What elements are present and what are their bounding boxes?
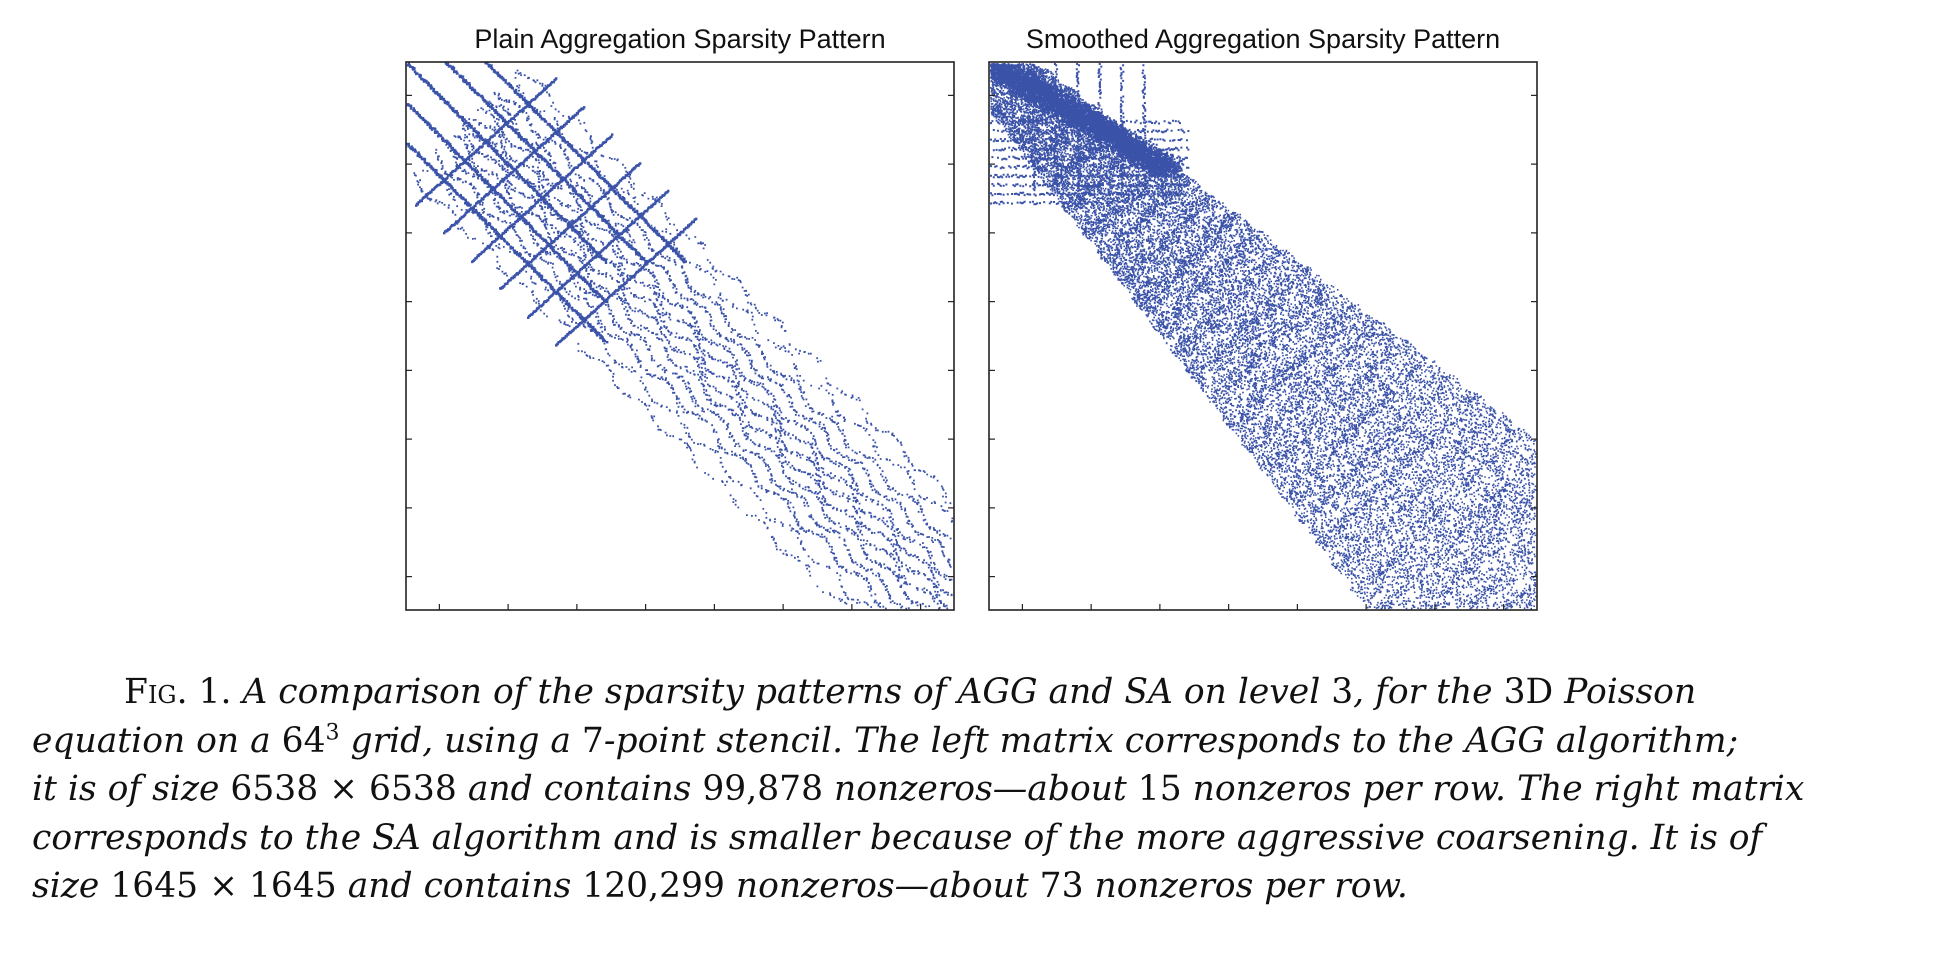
caption-number: 7 — [581, 720, 604, 761]
caption-label: Fig. 1. — [124, 672, 232, 712]
plot-frame — [988, 61, 1538, 611]
caption-superscript: 3 — [325, 720, 340, 745]
caption-number: 3 — [1331, 672, 1354, 712]
caption-number: 99,878 — [702, 769, 824, 809]
caption-line-2: equation on a 643 grid, using a 7-point … — [32, 717, 1914, 766]
sparsity-dense-band — [406, 62, 698, 347]
caption-text: nonzeros—about — [834, 769, 1127, 809]
caption-line-5: size 1645 × 1645 and contains 120,299 no… — [32, 862, 1914, 911]
figure-caption: Fig. 1. A comparison of the sparsity pat… — [32, 668, 1914, 911]
caption-text: nonzeros per row. The right matrix — [1192, 769, 1805, 809]
caption-text: Poisson — [1564, 672, 1697, 712]
plot-border — [988, 61, 1538, 611]
caption-text: corresponds to the SA algorithm and is s… — [32, 817, 1763, 858]
caption-number: 3D — [1503, 672, 1554, 712]
caption-number: 73 — [1039, 866, 1084, 906]
sparsity-dense-block — [990, 63, 1190, 206]
right-panel: Smoothed Aggregation Sparsity Pattern — [988, 20, 1538, 611]
caption-text: , for the — [1353, 672, 1493, 712]
caption-text: nonzeros per row. — [1094, 866, 1408, 906]
caption-text: A comparison of the sparsity patterns of… — [242, 672, 1321, 712]
plot-border — [405, 61, 955, 611]
caption-number: 6538 × 6538 — [230, 769, 457, 809]
left-sparsity-plot — [405, 61, 955, 611]
caption-text: nonzeros—about — [735, 866, 1029, 906]
caption-number: 15 — [1137, 769, 1182, 809]
caption-number: 64 — [281, 720, 326, 761]
right-panel-title: Smoothed Aggregation Sparsity Pattern — [1025, 24, 1501, 54]
left-panel: Plain Aggregation Sparsity Pattern — [405, 20, 955, 611]
caption-number: 120,299 — [582, 866, 725, 906]
caption-line-3: it is of size 6538 × 6538 and contains 9… — [32, 765, 1914, 814]
plot-frame — [405, 61, 955, 611]
caption-number: 1645 × 1645 — [110, 866, 337, 906]
caption-text: and contains — [347, 866, 572, 906]
caption-text: size — [32, 866, 100, 906]
caption-text: it is of size — [32, 769, 220, 809]
caption-text: grid, using a — [350, 720, 571, 761]
caption-line-4: corresponds to the SA algorithm and is s… — [32, 814, 1914, 863]
sparsity-nonzeros — [990, 63, 1537, 610]
caption-text: equation on a — [32, 720, 271, 761]
caption-text: -point stencil. The left matrix correspo… — [603, 720, 1739, 761]
right-sparsity-plot — [988, 61, 1538, 611]
caption-text: and contains — [467, 769, 692, 809]
sparsity-nonzeros — [413, 69, 954, 610]
left-panel-title: Plain Aggregation Sparsity Pattern — [474, 24, 886, 54]
caption-line-1: Fig. 1. A comparison of the sparsity pat… — [32, 668, 1914, 717]
